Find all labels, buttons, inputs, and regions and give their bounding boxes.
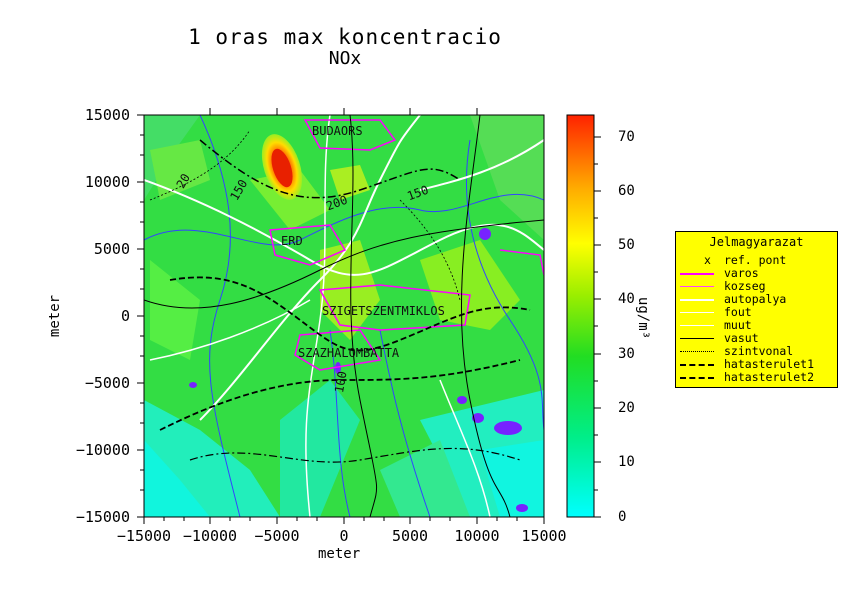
legend-item-ref-point: x ref. pont (704, 253, 787, 267)
concentration-field (144, 115, 544, 517)
x-tick-label: −15000 (116, 527, 172, 545)
town-label-szazhalombatta: SZAZHALOMBATTA (298, 346, 400, 360)
colorbar-unit-label: ug/m³ (635, 296, 652, 340)
colorbar (566, 114, 595, 518)
x-axis-ticks-top (209, 108, 478, 115)
y-tick-label: 5000 (93, 240, 130, 258)
legend-item-fout: fout (680, 305, 836, 319)
legend-title: Jelmagyarazat (709, 235, 804, 249)
line-swatch-icon (680, 273, 714, 275)
town-label-erd: ERD (281, 234, 303, 248)
y-tick-label: 0 (120, 307, 130, 325)
colorbar-tick-label: 30 (618, 346, 635, 362)
y-tick-label: −15000 (75, 508, 130, 526)
colorbar-tick-label: 20 (618, 400, 635, 416)
legend-item-autopalya: autopalya (680, 292, 836, 306)
x-tick-label: 15000 (521, 527, 567, 545)
colorbar-tick-label: 70 (618, 129, 635, 145)
y-axis-label: meter (47, 294, 64, 338)
town-label-szigetszentmiklos: SZIGETSZENTMIKLOS (322, 304, 445, 318)
line-swatch-icon (680, 364, 714, 366)
y-tick-label: 10000 (84, 173, 130, 191)
x-tick-label: −5000 (254, 527, 300, 545)
colorbar-tick-label: 50 (618, 237, 635, 253)
line-swatch-icon (680, 299, 714, 301)
x-axis-ticks (143, 517, 545, 524)
line-swatch-icon (680, 351, 714, 352)
legend-item-vasut: vasut (680, 331, 836, 345)
legend-item-szintvonal: szintvonal (680, 344, 836, 358)
town-label-budaors: BUDAORS (312, 124, 363, 138)
ref-point-icon: x (704, 253, 711, 267)
colorbar-tick-label: 60 (618, 183, 635, 199)
line-swatch-icon (680, 338, 714, 339)
plot-subtitle: NOx (328, 48, 362, 69)
legend-item-varos: varos (680, 266, 836, 280)
legend: Jelmagyarazat x ref. pont varos kozseg a… (675, 231, 838, 388)
plot-title: 1 oras max koncentracio (188, 25, 502, 49)
x-tick-label: 0 (339, 527, 349, 545)
x-tick-label: 10000 (454, 527, 500, 545)
x-tick-label: 5000 (391, 527, 429, 545)
legend-item-hatasterulet2: hatasterulet2 (680, 370, 836, 384)
line-swatch-icon (680, 286, 714, 287)
y-tick-label: −5000 (84, 374, 130, 392)
colorbar-tick-label: 40 (618, 291, 635, 307)
legend-item-hatasterulet1: hatasterulet1 (680, 357, 836, 371)
y-tick-label: −10000 (75, 441, 130, 459)
y-tick-label: 15000 (84, 106, 130, 124)
legend-item-muut: muut (680, 318, 836, 332)
colorbar-tick-label: 0 (618, 509, 627, 525)
colorbar-ticks (594, 136, 601, 518)
x-axis-label: meter (318, 546, 361, 562)
y-axis-ticks (137, 114, 144, 518)
line-swatch-icon (680, 325, 714, 326)
line-swatch-icon (680, 377, 714, 379)
legend-item-kozseg: kozseg (680, 279, 836, 293)
line-swatch-icon (680, 312, 714, 313)
x-tick-label: −10000 (182, 527, 238, 545)
colorbar-tick-label: 10 (618, 454, 635, 470)
